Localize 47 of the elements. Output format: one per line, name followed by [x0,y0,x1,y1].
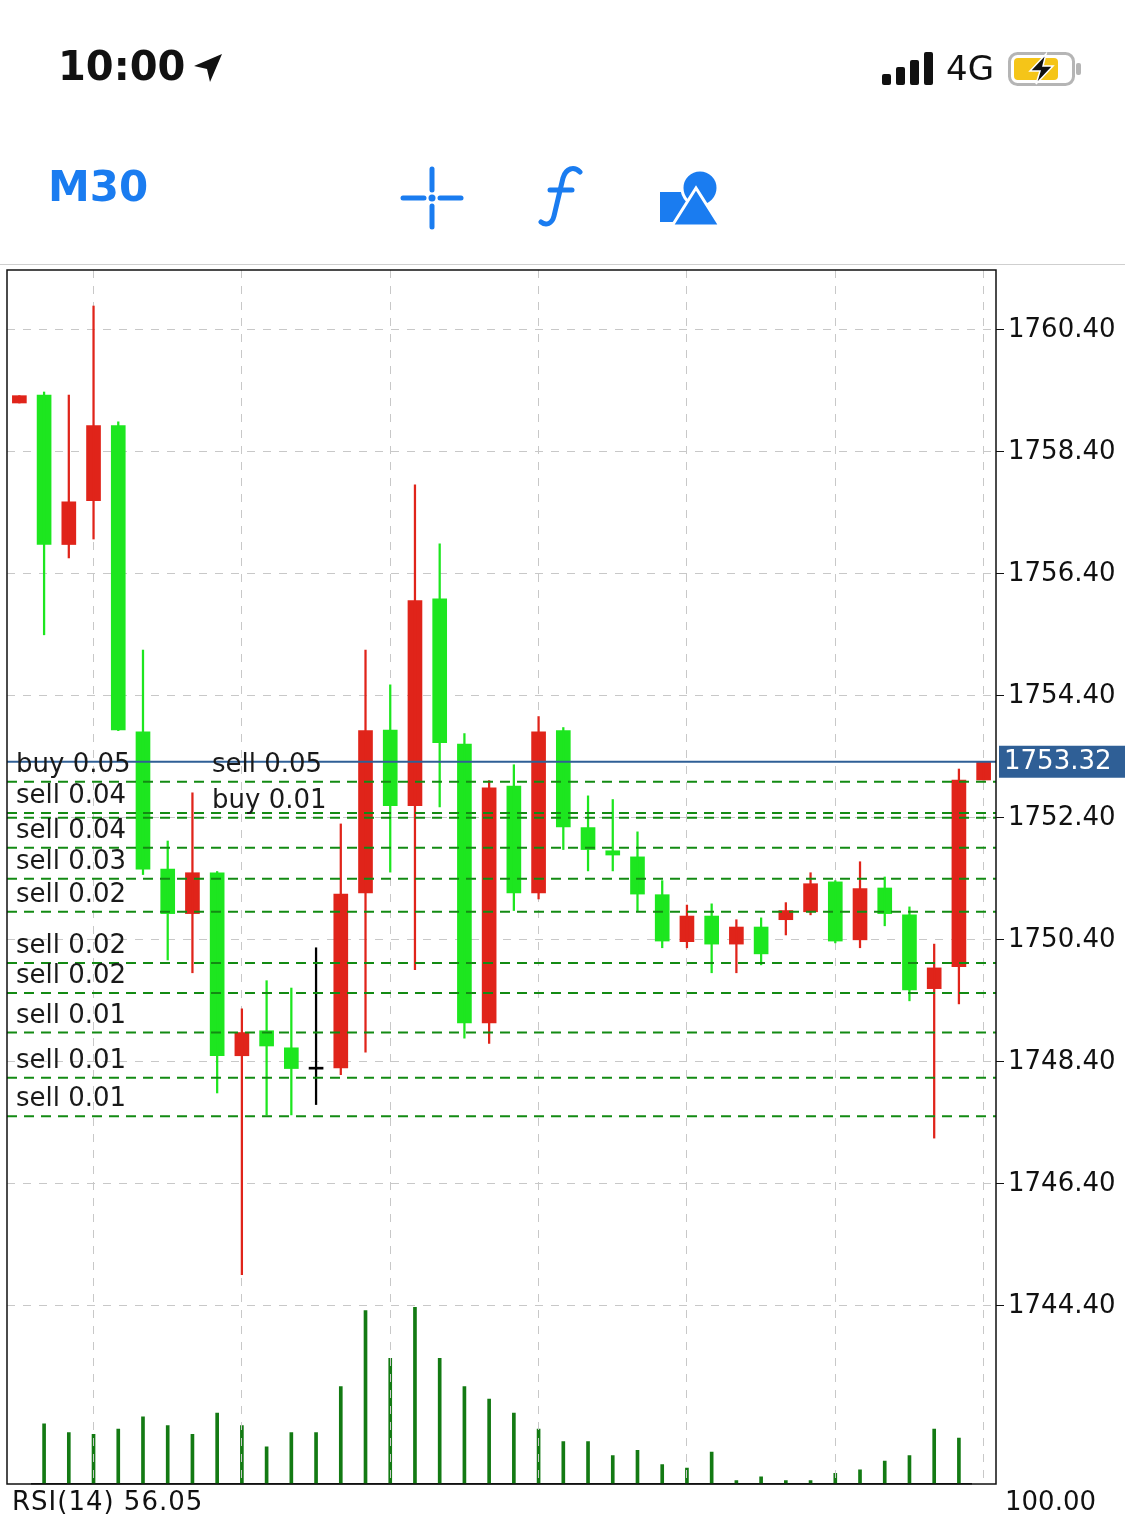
bar [487,1398,491,1484]
ref-line-label: sell 0.01 [16,1043,127,1074]
bar [240,1425,244,1484]
y-tick-label: 1754.40 [1008,678,1116,709]
y-tick-label: 1752.40 [1008,800,1116,831]
ref-line-label: sell 0.01 [16,998,127,1029]
y-tick-label: 1746.40 [1008,1166,1116,1197]
bar [932,1428,937,1484]
bar [66,1432,71,1484]
ref-line-label: sell 0.04 [16,778,127,809]
y-tick-label: 1748.40 [1008,1044,1116,1075]
ref-line-label: sell 0.04 [16,813,127,844]
bar [512,1412,516,1484]
bar [413,1307,417,1484]
text: RSI(14) 56.05 [12,1486,204,1516]
bar [660,1464,665,1484]
bar [858,1469,862,1484]
ref-line-label: sell 0.03 [16,844,127,875]
bar [165,1425,170,1484]
bar [586,1441,590,1484]
bar [215,1412,219,1484]
y-tick-label: 1750.40 [1008,922,1116,953]
bar [141,1416,145,1484]
text: M30 [48,162,149,211]
text: 100.00 [1005,1486,1096,1516]
y-tick-label: 1744.40 [1008,1288,1116,1319]
bar [116,1428,121,1484]
y-tick-label: 1756.40 [1008,556,1116,587]
bar [610,1455,615,1484]
y-tick-label: 1760.40 [1008,312,1116,343]
text: 4G [946,48,994,88]
bar [338,1386,343,1484]
ref-line-label: sell 0.02 [16,958,127,989]
ref-line-label: 1753.32 [1004,745,1112,776]
ref-line-label: buy 0.01 [212,783,327,814]
bar [882,1460,887,1484]
text: 10:00 [58,43,186,89]
bar [437,1358,442,1484]
ref-line-label: sell 0.01 [16,1082,127,1113]
bar [561,1441,566,1484]
bar [314,1432,318,1484]
y-tick-label: 1758.40 [1008,434,1116,465]
bar [957,1437,961,1484]
ref-line-label: sell 0.02 [16,877,127,908]
bar [388,1358,393,1484]
ref-line-label: sell 0.02 [16,929,127,960]
bar [42,1423,46,1484]
